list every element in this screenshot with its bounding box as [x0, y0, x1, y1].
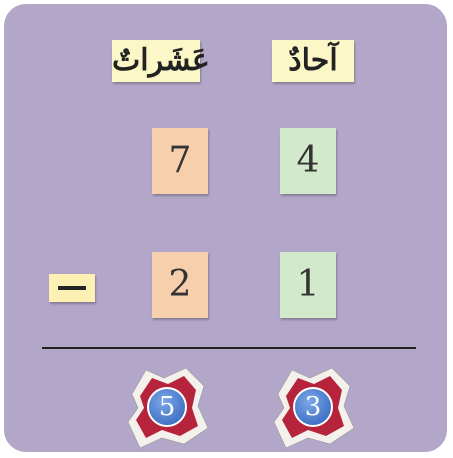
worksheet: عَشَراتٌ آحادٌ 7 4 2 1 5 3 — [4, 4, 447, 452]
digit-card: 1 — [280, 252, 336, 318]
digit-card: 4 — [280, 128, 336, 194]
ones-header: آحادٌ — [272, 40, 354, 82]
digit-card: 7 — [152, 128, 208, 194]
result-badge: 3 — [270, 364, 356, 450]
divider-line — [42, 347, 416, 349]
result-digit: 3 — [293, 387, 333, 427]
result-badge: 5 — [124, 364, 210, 450]
digit-card: 2 — [152, 252, 208, 318]
minus-sign — [49, 274, 95, 302]
tens-header: عَشَراتٌ — [112, 40, 210, 82]
result-digit: 5 — [147, 387, 187, 427]
